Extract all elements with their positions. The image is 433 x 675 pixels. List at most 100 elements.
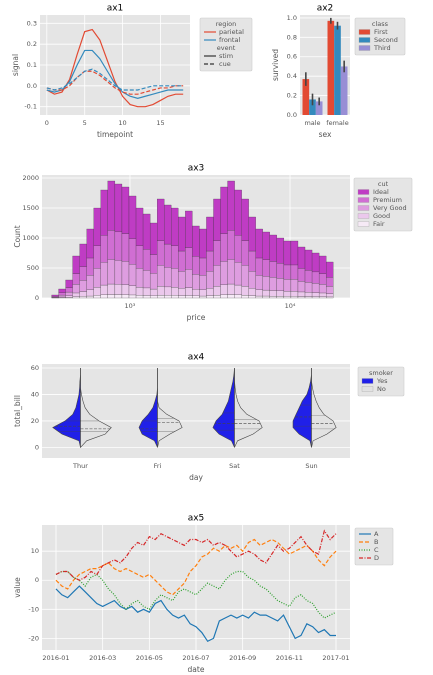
- x-tick-label: male: [304, 119, 320, 127]
- hist-bar: [220, 294, 228, 299]
- legend-label: stim: [219, 52, 233, 60]
- hist-bar: [100, 235, 108, 263]
- x-axis-label: day: [189, 473, 203, 482]
- y-axis-label: total_bill: [13, 395, 22, 427]
- hist-bar: [241, 198, 249, 241]
- legend-label: C: [374, 546, 379, 554]
- hist-bar: [213, 198, 221, 241]
- hist-bar: [121, 284, 130, 295]
- chart-title: ax2: [317, 4, 334, 14]
- hist-bar: [142, 249, 151, 271]
- hist-bar: [234, 294, 242, 299]
- hist-bar: [255, 275, 263, 290]
- hist-bar: [149, 222, 158, 255]
- hist-bar: [262, 259, 270, 277]
- hist-bar: [72, 284, 80, 294]
- hist-bar: [199, 257, 207, 276]
- x-tick-label: 5: [83, 119, 87, 127]
- hist-bar: [199, 295, 207, 299]
- y-tick-label: 1000: [22, 234, 39, 242]
- line-series: [55, 585, 336, 643]
- legend-label: Second: [374, 36, 398, 44]
- hist-bar: [199, 228, 207, 259]
- legend-label: cue: [219, 60, 231, 68]
- hist-bar: [79, 291, 87, 297]
- x-tick-label: Thur: [72, 462, 88, 470]
- y-tick-label: 0: [35, 576, 39, 584]
- hist-bar: [185, 210, 193, 248]
- hist-bar: [149, 295, 158, 299]
- line-series: [55, 529, 337, 581]
- hist-bar: [128, 264, 137, 286]
- y-axis-label: signal: [11, 54, 20, 76]
- hist-bar: [318, 284, 327, 294]
- hist-bar: [65, 287, 73, 293]
- hist-bar: [142, 270, 151, 289]
- hist-bar: [283, 264, 292, 280]
- hist-bar: [100, 294, 108, 299]
- hist-bar: [262, 276, 270, 291]
- hist-bar: [304, 249, 313, 271]
- hist-bar: [100, 189, 108, 236]
- hist-bar: [128, 285, 137, 296]
- hist-bar: [79, 243, 87, 267]
- legend-label: Fair: [373, 220, 385, 228]
- chart-title: ax5: [188, 514, 205, 524]
- hist-bar: [276, 278, 285, 291]
- hist-bar: [220, 284, 228, 295]
- hist-bar: [65, 291, 73, 296]
- hist-bar: [318, 255, 327, 274]
- hist-bar: [318, 273, 327, 285]
- line-series: [46, 70, 184, 95]
- hist-bar: [128, 238, 137, 265]
- hist-bar: [241, 294, 249, 299]
- hist-bar: [185, 295, 193, 299]
- hist-bar: [283, 296, 292, 299]
- hist-bar: [149, 254, 158, 274]
- hist-bar: [107, 180, 116, 231]
- hist-bar: [276, 290, 285, 297]
- legend-title: cut: [378, 180, 389, 188]
- hist-bar: [276, 237, 285, 264]
- legend-label: A: [374, 530, 379, 538]
- hist-bar: [206, 271, 214, 289]
- hist-bar: [234, 235, 242, 263]
- bar: [334, 25, 341, 115]
- hist-bar: [227, 259, 235, 285]
- hist-bar: [100, 262, 108, 286]
- hist-bar: [248, 271, 256, 289]
- legend-swatch: [358, 29, 371, 35]
- hist-bar: [283, 279, 292, 292]
- legend-swatch: [357, 213, 370, 219]
- hist-bar: [241, 240, 249, 266]
- x-tick-label: 2016-11: [276, 654, 303, 662]
- hist-bar: [290, 296, 299, 299]
- hist-bar: [58, 294, 66, 298]
- hist-bar: [164, 295, 172, 299]
- y-tick-label: 0.2: [27, 40, 37, 48]
- hist-bar: [276, 296, 285, 299]
- hist-bar: [58, 288, 66, 293]
- legend-box: [199, 17, 253, 72]
- hist-bar: [178, 288, 186, 296]
- hist-bar: [234, 189, 242, 236]
- x-tick-label: 2016-07: [182, 654, 209, 662]
- violin-half: [311, 367, 337, 448]
- hist-bar: [121, 261, 130, 285]
- hist-bar: [157, 240, 165, 266]
- hist-bar: [114, 260, 123, 285]
- legend-label: Yes: [376, 377, 388, 385]
- hist-bar: [220, 186, 228, 234]
- y-tick-label: 0.3: [27, 19, 37, 27]
- hist-bar: [220, 261, 228, 285]
- hist-bar: [206, 288, 214, 296]
- hist-bar: [93, 295, 101, 299]
- legend-title: region: [216, 20, 237, 28]
- x-tick-label: 10³: [125, 302, 136, 310]
- hist-bar: [192, 274, 200, 290]
- hist-bar: [311, 283, 320, 293]
- hist-bar: [79, 296, 87, 299]
- y-tick-label: 0.0: [287, 111, 297, 119]
- hist-bar: [290, 240, 299, 266]
- hist-bar: [58, 296, 66, 298]
